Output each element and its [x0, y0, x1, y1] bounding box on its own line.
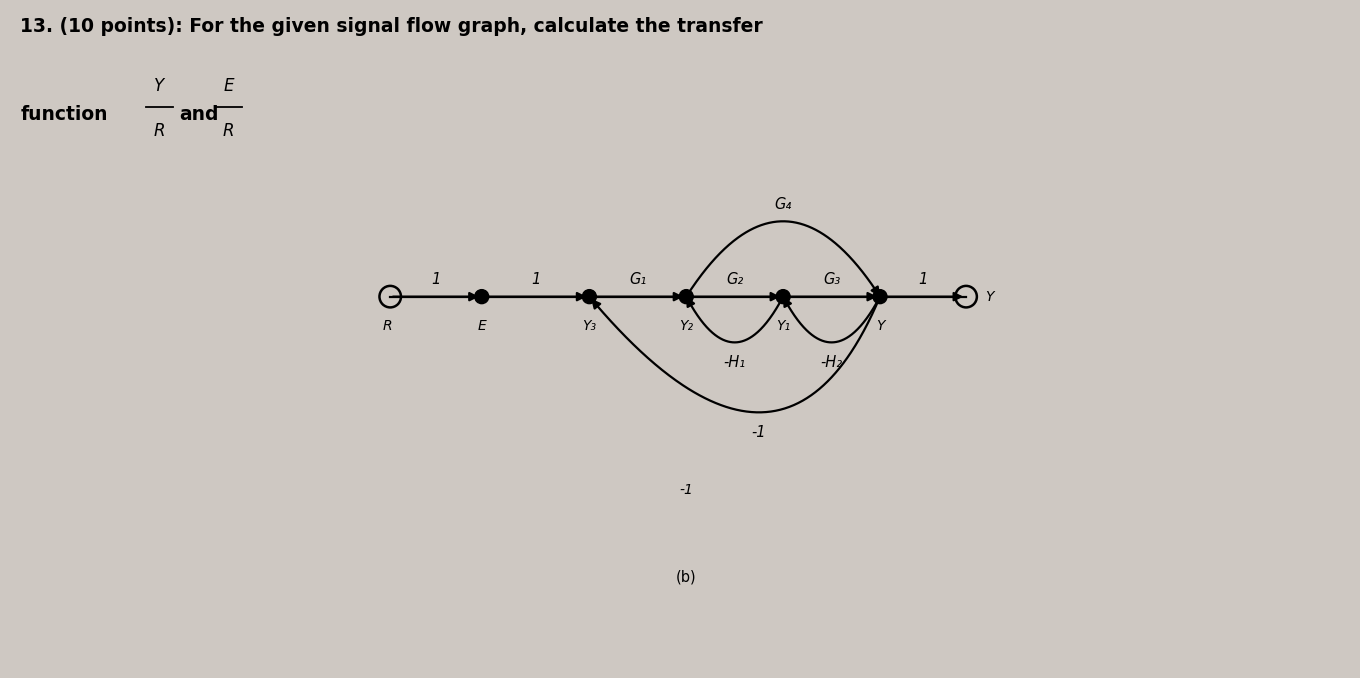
Text: R: R	[223, 122, 234, 140]
Text: Y: Y	[985, 290, 993, 304]
Text: -1: -1	[752, 425, 766, 440]
Text: R: R	[382, 319, 392, 334]
Text: 1: 1	[918, 272, 928, 287]
Text: G₂: G₂	[726, 272, 744, 287]
Circle shape	[777, 290, 790, 304]
Text: Y: Y	[876, 319, 884, 334]
Circle shape	[873, 290, 887, 304]
Text: Y₂: Y₂	[679, 319, 694, 334]
Text: R: R	[154, 122, 165, 140]
Text: G₃: G₃	[823, 272, 840, 287]
Text: E: E	[477, 319, 486, 334]
Text: -H₂: -H₂	[820, 355, 843, 370]
Circle shape	[679, 290, 694, 304]
Text: 1: 1	[530, 272, 540, 287]
Text: Y₃: Y₃	[582, 319, 597, 334]
Text: (b): (b)	[676, 569, 696, 584]
Text: G₁: G₁	[630, 272, 646, 287]
Text: and: and	[180, 105, 219, 124]
Circle shape	[582, 290, 596, 304]
Text: 1: 1	[431, 272, 441, 287]
Text: Y: Y	[154, 77, 165, 95]
Text: G₄: G₄	[774, 197, 792, 212]
Text: function: function	[20, 105, 107, 124]
Text: -1: -1	[679, 483, 694, 498]
Circle shape	[475, 290, 488, 304]
Text: 13. (10 points): For the given signal flow graph, calculate the transfer: 13. (10 points): For the given signal fl…	[20, 17, 763, 36]
Text: E: E	[223, 77, 234, 95]
Text: Y₁: Y₁	[777, 319, 790, 334]
Text: -H₁: -H₁	[724, 355, 745, 370]
